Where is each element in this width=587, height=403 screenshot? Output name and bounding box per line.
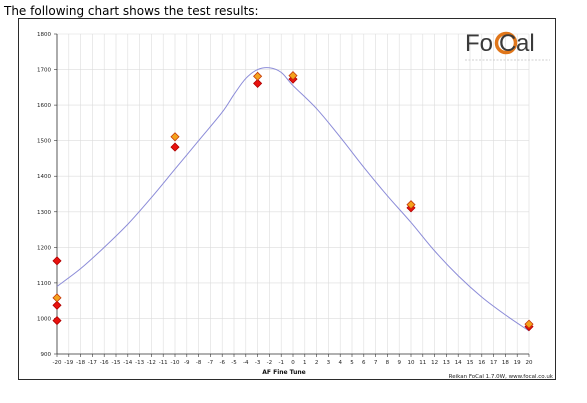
fitted-curve [56, 67, 530, 332]
x-tick-label: 4 [338, 360, 342, 366]
red-data-marker [52, 256, 62, 266]
orange-data-marker [524, 319, 534, 329]
x-tick-label: 13 [443, 360, 450, 366]
x-tick-label: -17 [88, 360, 97, 366]
x-tick-label: 15 [467, 360, 474, 366]
y-tick-label: 1000 [37, 316, 51, 322]
orange-data-marker [170, 132, 180, 142]
x-tick-label: 14 [455, 360, 462, 366]
x-tick-label: 3 [327, 360, 331, 366]
logo-text-al: al [516, 30, 535, 57]
x-tick-label: 12 [431, 360, 438, 366]
x-tick-label: 5 [350, 360, 354, 366]
x-tick-label: 9 [397, 360, 401, 366]
x-tick-label: -10 [171, 360, 180, 366]
red-data-marker [253, 78, 263, 88]
orange-data-marker [52, 293, 62, 303]
x-tick-label: -3 [255, 360, 261, 366]
red-data-marker [52, 316, 62, 326]
y-tick-label: 900 [41, 352, 52, 358]
chart-axes [54, 33, 530, 357]
x-tick-label: -13 [135, 360, 144, 366]
x-tick-label: 1 [303, 360, 307, 366]
x-tick-label: 16 [478, 360, 485, 366]
software-credit: Reikan FoCal 1.7.0W, www.focal.co.uk [449, 374, 554, 380]
x-tick-label: -4 [243, 360, 249, 366]
x-tick-label: 7 [374, 360, 378, 366]
logo-text-c: C [499, 30, 516, 57]
logo-text-fo: Fo [465, 30, 493, 57]
red-data-marker [170, 142, 180, 152]
x-tick-label: 19 [514, 360, 521, 366]
x-tick-label: -1 [278, 360, 283, 366]
chart-caption: The following chart shows the test resul… [4, 4, 259, 18]
y-tick-label: 1600 [37, 103, 51, 109]
x-tick-label: 2 [315, 360, 319, 366]
x-tick-labels: -20 -19 -18 -17 -16 -15 -14 -13 -12 -11 -10 -9 -8 -7-… [53, 360, 533, 366]
x-tick-label: -7 [208, 360, 214, 366]
x-tick-label: -2 [267, 360, 272, 366]
x-tick-label: -9 [184, 360, 190, 366]
y-tick-label: 1300 [37, 210, 51, 216]
x-tick-label: -6 [219, 360, 225, 366]
x-tick-label: -14 [123, 360, 132, 366]
x-tick-label: -19 [64, 360, 73, 366]
y-tick-label: 1100 [37, 281, 51, 287]
x-tick-label: -20 [53, 360, 62, 366]
x-tick-label: 0 [291, 360, 295, 366]
x-tick-label: 11 [419, 360, 426, 366]
x-tick-label: -16 [100, 360, 109, 366]
chart-grid [56, 33, 530, 355]
x-tick-label: 6 [362, 360, 366, 366]
y-tick-label: 1400 [37, 174, 51, 180]
x-tick-label: 17 [490, 360, 497, 366]
chart-frame: 900 1000 1100 1200 1300 1400 1500 1600 1700 1800 … [18, 18, 556, 380]
x-tick-label: -5 [231, 360, 237, 366]
red-data-marker [52, 300, 62, 310]
data-markers [52, 71, 534, 332]
x-tick-label: -11 [159, 360, 168, 366]
x-tick-label: 20 [526, 360, 533, 366]
y-tick-label: 1800 [37, 32, 51, 38]
focal-logo: Fo C al [465, 30, 550, 61]
x-tick-label: 18 [502, 360, 509, 366]
x-tick-label: -12 [147, 360, 156, 366]
orange-data-marker [253, 71, 263, 81]
x-tick-label: -8 [196, 360, 202, 366]
y-tick-label: 1500 [37, 139, 51, 145]
focus-test-chart: 900100011001200130014001500160017001800 … [37, 30, 554, 380]
x-tick-label: 8 [386, 360, 390, 366]
orange-data-marker [406, 200, 416, 210]
x-tick-label: -15 [112, 360, 121, 366]
x-tick-label: -18 [76, 360, 85, 366]
y-tick-labels: 900 1000 1100 1200 1300 1400 1500 1600 1700 1800 [37, 32, 51, 358]
y-tick-label: 1700 [37, 68, 51, 74]
x-axis-label: AF Fine Tune [262, 369, 305, 376]
orange-data-marker [288, 71, 298, 81]
y-tick-label: 1200 [37, 245, 51, 251]
logo-ring [494, 31, 518, 55]
x-tick-label: 10 [408, 360, 415, 366]
